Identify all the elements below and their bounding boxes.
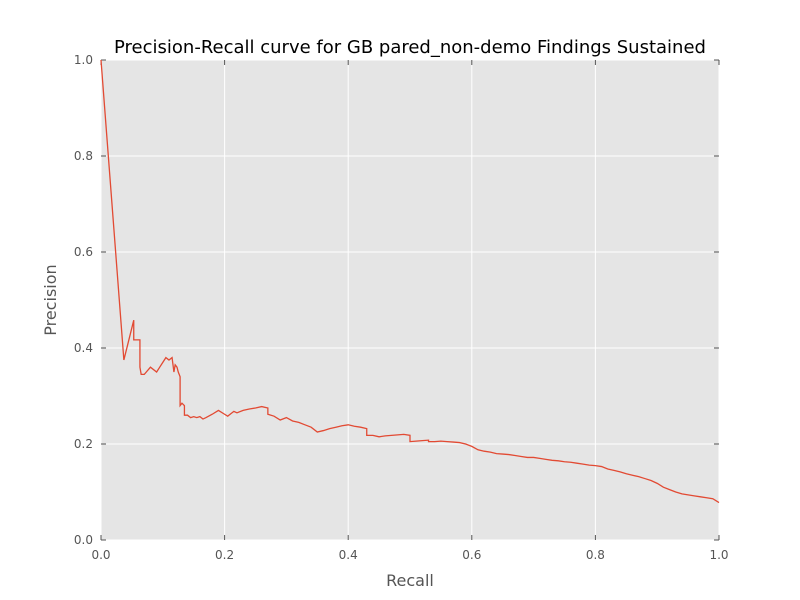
series-layer xyxy=(100,59,720,504)
x-axis-label: Recall xyxy=(386,571,434,590)
y-axis-label: Precision xyxy=(41,264,60,335)
grid-lines xyxy=(100,59,720,541)
axis-ticks: 0.0 0.2 0.4 0.6 0.8 1.0 0.0 0.2 0.4 0.6 0.8 1.0 xyxy=(74,53,729,562)
y-tick-label: 0.4 xyxy=(74,341,93,355)
y-tick-label: 0.0 xyxy=(74,533,93,547)
plot-area xyxy=(101,60,719,540)
y-tick-label: 0.6 xyxy=(74,245,93,259)
x-tick-label: 0.2 xyxy=(215,548,234,562)
y-tick-label: 0.2 xyxy=(74,437,93,451)
y-tick-label: 1.0 xyxy=(74,53,93,67)
pr-curve-line-0 xyxy=(100,59,720,504)
x-tick-label: 0.8 xyxy=(586,548,605,562)
x-tick-label: 0.6 xyxy=(462,548,481,562)
x-tick-label: 1.0 xyxy=(709,548,728,562)
x-tick-label: 0.0 xyxy=(91,548,110,562)
y-tick-label: 0.8 xyxy=(74,149,93,163)
x-tick-label: 0.4 xyxy=(339,548,358,562)
chart-title: Precision-Recall curve for GB pared_non-… xyxy=(114,37,706,58)
